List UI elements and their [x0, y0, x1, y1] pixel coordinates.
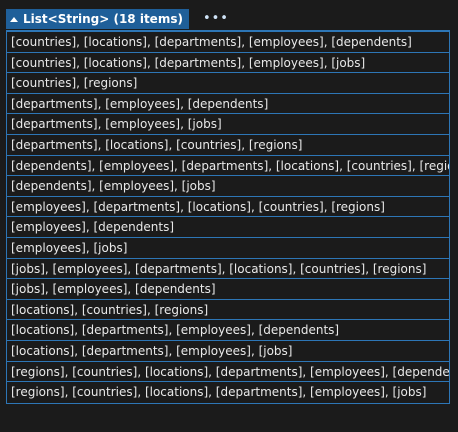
list-item[interactable]: [departments], [employees], [dependents]	[7, 94, 449, 115]
list-header-tab[interactable]: List<String> (18 items)	[6, 9, 189, 29]
list-item[interactable]: [dependents], [employees], [departments]…	[7, 156, 449, 177]
list-item[interactable]: [dependents], [employees], [jobs]	[7, 176, 449, 197]
list-item[interactable]: [locations], [departments], [employees],…	[7, 320, 449, 341]
list-item[interactable]: [employees], [dependents]	[7, 217, 449, 238]
list-item[interactable]: [employees], [jobs]	[7, 238, 449, 259]
collapse-triangle-icon[interactable]	[10, 16, 18, 22]
list-item[interactable]: [regions], [countries], [locations], [de…	[11, 385, 427, 400]
list-item[interactable]: [departments], [employees], [jobs]	[7, 114, 449, 135]
items-list: [countries], [locations], [departments],…	[6, 30, 450, 404]
more-options-icon[interactable]: •••	[202, 11, 229, 26]
list-item[interactable]: [countries], [locations], [departments],…	[7, 53, 449, 74]
list-item[interactable]: [departments], [locations], [countries],…	[7, 135, 449, 156]
list-item[interactable]: [jobs], [employees], [dependents]	[7, 279, 449, 300]
list-item[interactable]: [locations], [departments], [employees],…	[7, 341, 449, 362]
list-header: List<String> (18 items) •••	[6, 9, 229, 29]
list-item[interactable]: [regions], [countries], [locations], [de…	[7, 362, 449, 383]
list-item[interactable]: [employees], [departments], [locations],…	[7, 197, 449, 218]
list-title: List<String> (18 items)	[23, 12, 183, 26]
list-item[interactable]: [jobs], [employees], [departments], [loc…	[7, 259, 449, 280]
list-item[interactable]: [locations], [countries], [regions]	[7, 300, 449, 321]
list-item[interactable]: [countries], [locations], [departments],…	[7, 32, 449, 53]
list-item[interactable]: [countries], [regions]	[7, 73, 449, 94]
